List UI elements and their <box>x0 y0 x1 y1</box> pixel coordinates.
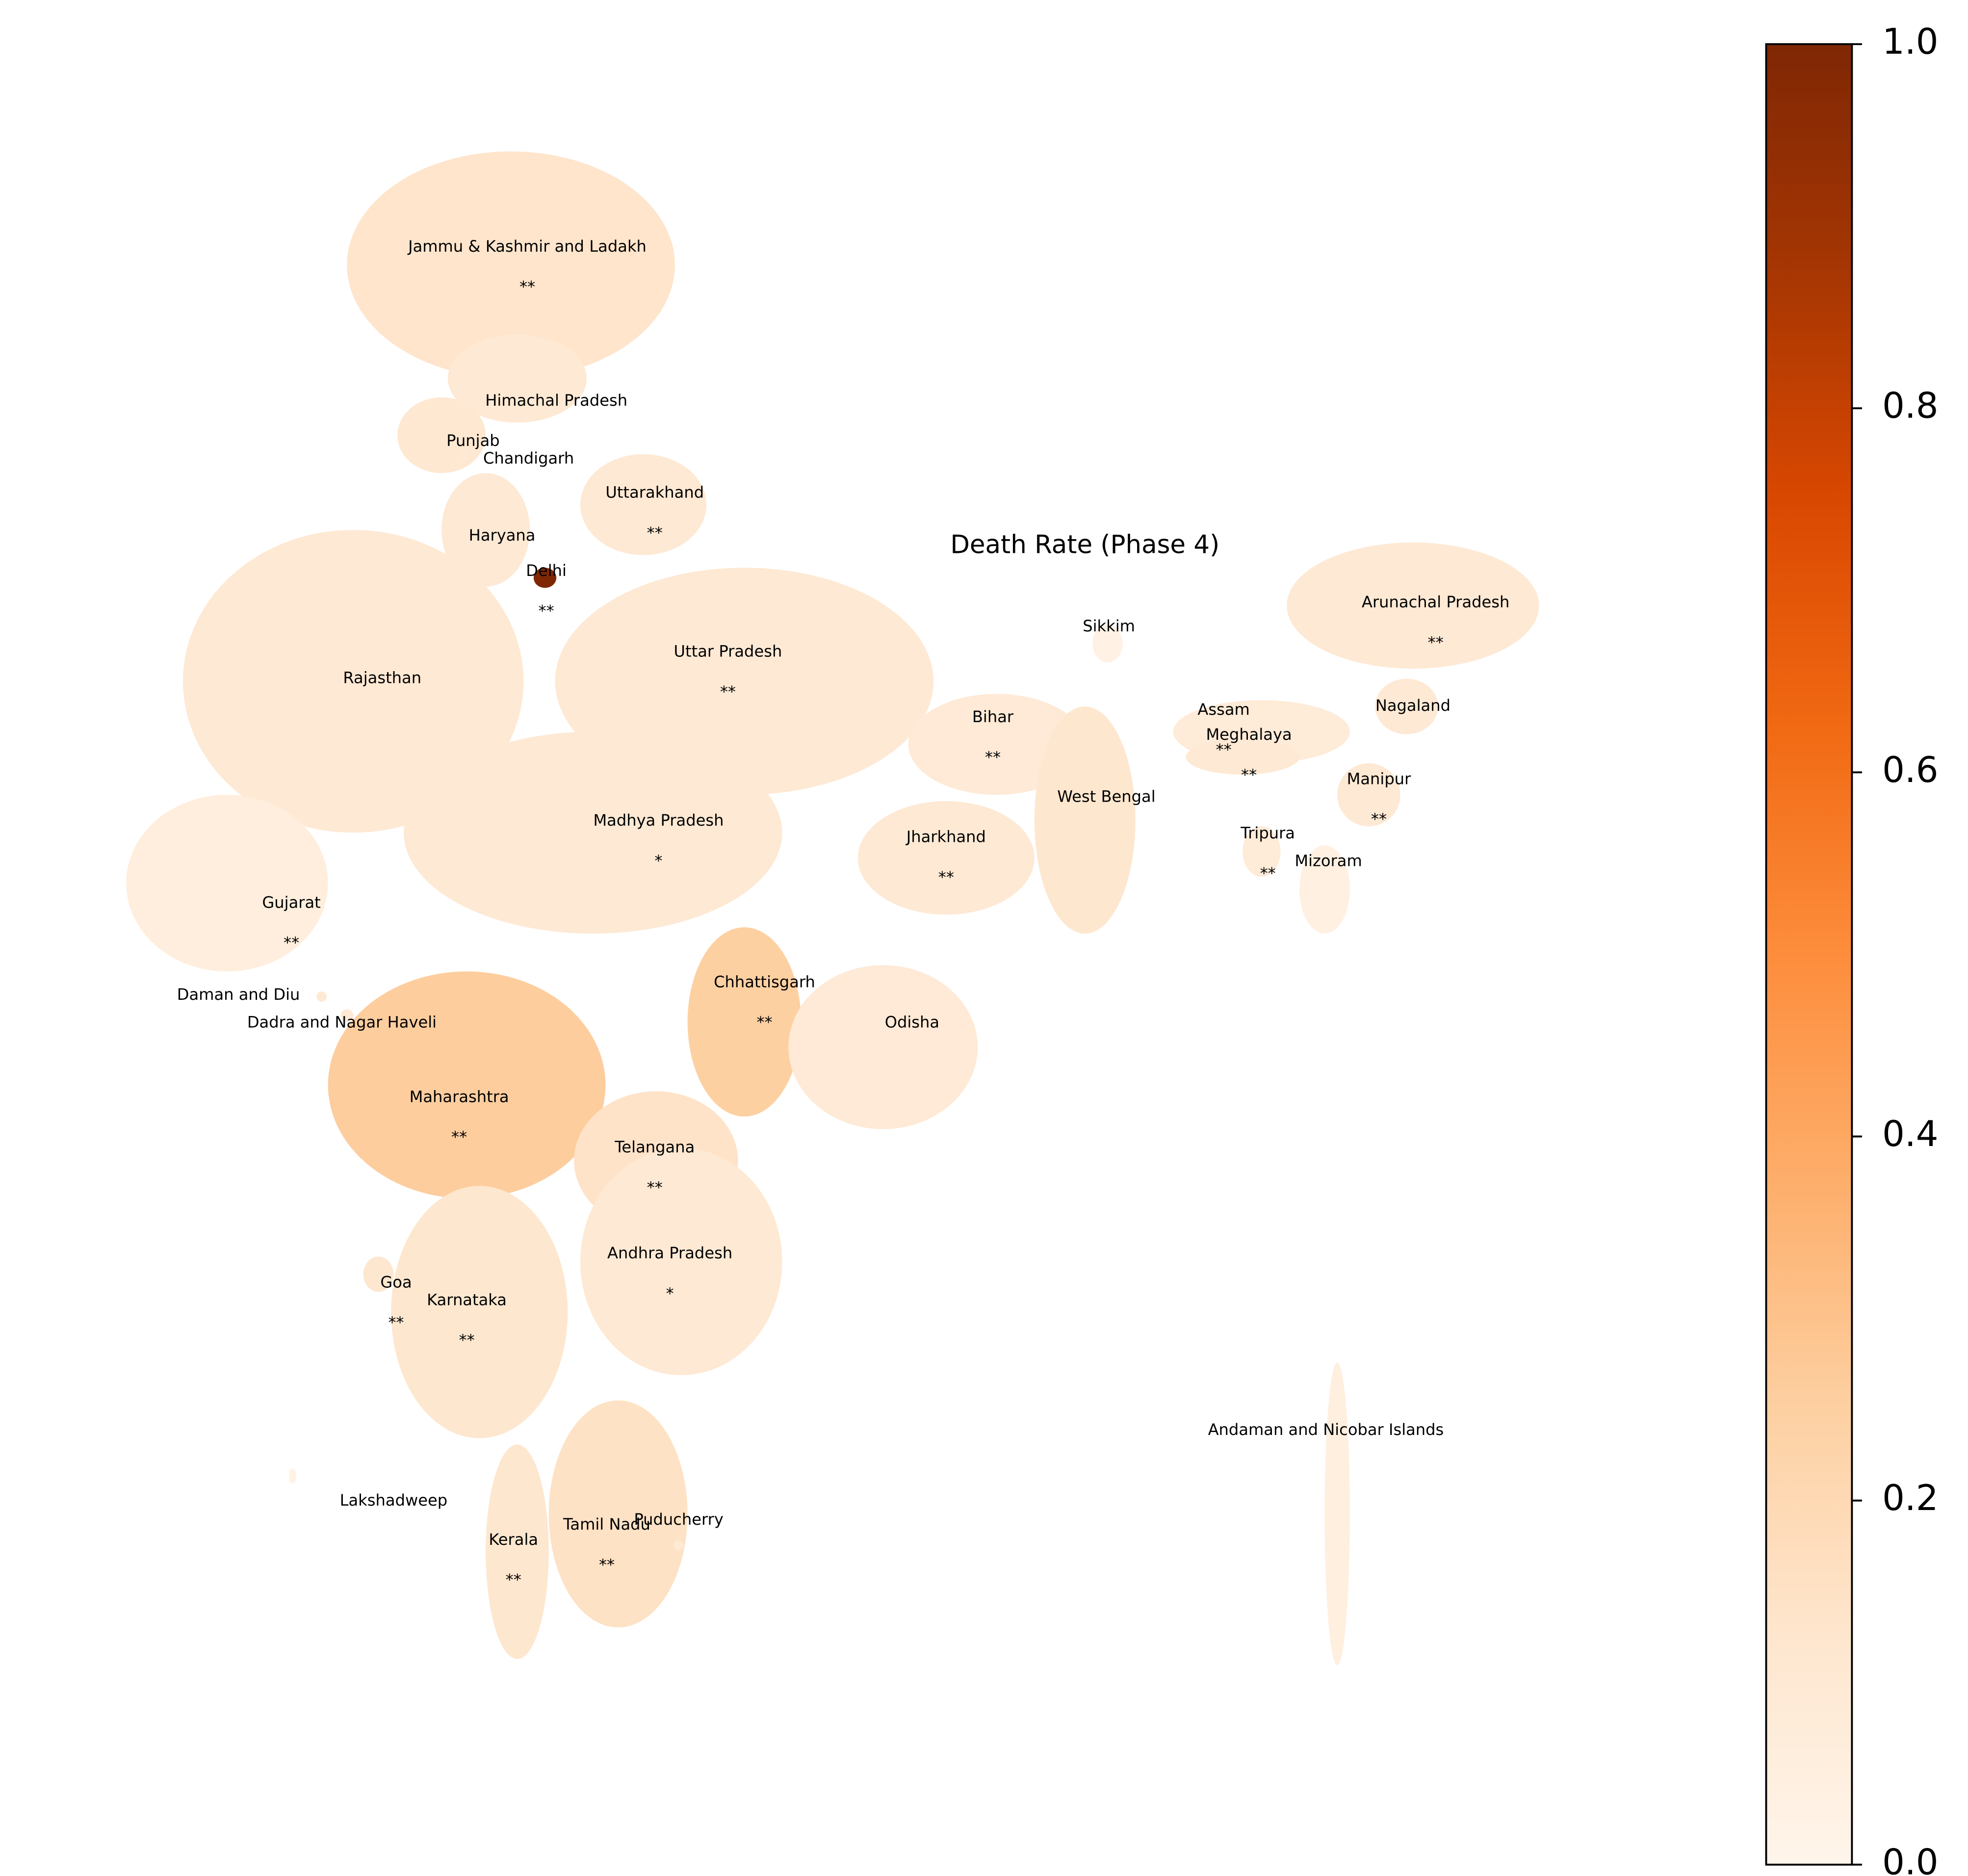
state-label: Tripura <box>1240 824 1295 842</box>
state-label: Daman and Diu <box>177 985 300 1004</box>
state-region <box>1299 845 1350 934</box>
state-region <box>1337 763 1400 827</box>
state-region <box>486 1444 549 1659</box>
state-region <box>347 151 675 379</box>
state-region <box>340 1009 354 1022</box>
state-label: Lakshadweep <box>340 1491 448 1510</box>
state-annotation: ** <box>938 868 954 886</box>
state-label: Maharashtra <box>410 1087 509 1106</box>
state-label: Bihar <box>972 707 1014 726</box>
state-label: Nagaland <box>1375 696 1450 715</box>
state-region <box>1287 542 1539 669</box>
map-title: Death Rate (Phase 4) <box>950 530 1219 560</box>
colorbar-tick-label: 0.0 <box>1882 1841 1939 1876</box>
state-label: Madhya Pradesh <box>593 811 724 830</box>
state-annotation: ** <box>284 934 299 952</box>
state-label: Meghalaya <box>1206 725 1292 744</box>
state-annotation: * <box>666 1284 674 1303</box>
state-label: Mizoram <box>1295 851 1362 870</box>
state-annotation: ** <box>985 748 1001 767</box>
state-label: Jammu & Kashmir and Ladakh <box>407 237 647 256</box>
state-annotation: ** <box>388 1313 404 1332</box>
state-region <box>447 334 587 423</box>
state-region <box>1092 624 1123 663</box>
state-label: Sikkim <box>1083 617 1135 635</box>
state-annotation: ** <box>519 277 535 296</box>
state-label: Puducherry <box>634 1510 724 1529</box>
state-label: Dadra and Nagar Haveli <box>247 1013 437 1032</box>
labels: Jammu & Kashmir and Ladakh**Himachal Pra… <box>177 237 1510 1589</box>
colorbar-tick-label: 0.2 <box>1882 1477 1939 1518</box>
state-region <box>788 965 978 1129</box>
state-label: Karnataka <box>427 1290 507 1309</box>
state-label: Kerala <box>489 1530 538 1549</box>
state-label: Arunachal Pradesh <box>1362 593 1509 611</box>
state-region <box>182 530 524 833</box>
regions <box>126 151 1539 1666</box>
state-label: Andhra Pradesh <box>607 1244 732 1262</box>
state-label: Uttar Pradesh <box>674 642 782 661</box>
state-annotation: ** <box>451 1128 467 1146</box>
state-annotation: ** <box>506 1570 521 1589</box>
state-annotation: ** <box>1260 864 1276 883</box>
state-region <box>1186 739 1299 775</box>
state-label: Goa <box>380 1273 412 1291</box>
state-label: Jharkhand <box>906 828 986 846</box>
state-annotation: ** <box>720 682 736 701</box>
state-region <box>288 1468 297 1484</box>
state-label: Delhi <box>526 561 567 580</box>
state-label: Telangana <box>614 1138 695 1156</box>
state-label: Gujarat <box>262 893 320 912</box>
state-annotation: ** <box>647 523 663 542</box>
state-label: Andaman and Nicobar Islands <box>1208 1420 1444 1439</box>
state-annotation: ** <box>459 1331 475 1350</box>
state-label: Tamil Nadu <box>563 1515 650 1534</box>
state-region <box>391 1186 568 1438</box>
state-region <box>1034 706 1136 934</box>
colorbar-tick-label: 0.4 <box>1882 1113 1939 1154</box>
colorbar <box>1765 43 1853 1866</box>
state-region <box>1324 1362 1350 1666</box>
state-label: Haryana <box>469 526 536 545</box>
state-region <box>441 473 530 587</box>
state-annotation: ** <box>1371 810 1387 829</box>
state-region <box>328 971 606 1199</box>
state-region <box>673 1540 684 1551</box>
state-label: Manipur <box>1347 769 1411 788</box>
state-region <box>580 454 707 555</box>
state-label: Himachal Pradesh <box>485 391 627 410</box>
state-region <box>458 447 471 461</box>
state-label: Odisha <box>885 1013 939 1032</box>
colorbar-tick-label: 0.8 <box>1882 385 1939 426</box>
state-region <box>1375 678 1438 734</box>
state-label: West Bengal <box>1057 787 1155 806</box>
state-label: Chandigarh <box>483 449 574 468</box>
state-label: Punjab <box>446 431 500 450</box>
state-region <box>548 1400 688 1628</box>
state-label: Assam <box>1197 700 1249 719</box>
state-annotation: ** <box>539 601 554 620</box>
state-region <box>363 1256 394 1292</box>
state-annotation: ** <box>1428 633 1444 652</box>
state-label: Chhattisgarh <box>714 972 815 991</box>
colorbar-tick-label: 1.0 <box>1882 21 1939 62</box>
state-annotation: * <box>654 851 662 870</box>
state-region <box>126 795 328 972</box>
state-region <box>687 927 802 1117</box>
state-region <box>316 991 327 1002</box>
state-region <box>857 801 1035 915</box>
state-region <box>580 1148 782 1376</box>
state-annotation: ** <box>1241 766 1257 784</box>
state-label: Rajasthan <box>343 669 421 687</box>
state-region <box>533 568 557 588</box>
colorbar-tick-label: 0.6 <box>1882 749 1939 790</box>
state-label: Uttarakhand <box>605 483 704 502</box>
state-annotation: ** <box>647 1178 663 1197</box>
state-annotation: ** <box>1216 740 1232 759</box>
state-region <box>1243 826 1281 877</box>
state-annotation: ** <box>599 1555 615 1574</box>
state-annotation: ** <box>756 1013 772 1032</box>
state-region <box>403 731 782 934</box>
